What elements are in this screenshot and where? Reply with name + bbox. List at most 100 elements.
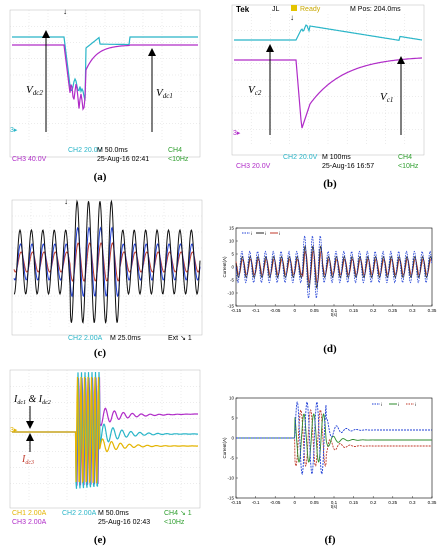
y-tick-label: 5 [231,416,234,421]
x-tick-label: 0.05 [310,500,319,505]
trace-ch2-b [234,24,423,41]
grid-a [10,10,200,140]
tek-logo-b: Tek [236,5,250,14]
marker-3-a: 3▸ [10,127,18,134]
trigger-icon-b: JL [272,6,280,13]
label-vc2: Vc2 [248,84,262,97]
series-green-f [236,413,432,463]
ticks-f: -0.15 -0.1 -0.05 0 0.05 0.1 0.15 0.2 0.25 0.3 0.35… [227,396,436,505]
x-tick-label: 0 [294,308,297,313]
ch2-setting-b: CH2 20.0V [283,154,318,161]
ylabel-f: Current(A) [222,437,227,459]
x-tick-label: 0.15 [349,500,358,505]
y-tick-label: 15 [229,226,235,231]
trace-ch3-a [12,44,198,111]
x-tick-label: 0.3 [409,500,416,505]
trace-black-c [13,199,201,324]
x-tick-label: 0.2 [370,308,377,313]
ch3-setting-a: CH3 40.0V [12,156,47,163]
arrow-head-vc1 [397,56,405,64]
x-tick-label: -0.05 [270,308,281,313]
y-tick-label: 0 [231,265,234,270]
mpos-b: M Pos: 204.0ms [350,6,401,13]
legend-label-1-f: i [381,402,382,407]
grid-b [232,14,424,146]
x-tick-label: 0.35 [428,500,437,505]
legend-d: i i i [242,231,280,236]
arrow-head-idc12 [26,421,34,429]
x-tick-label: 0.25 [388,500,397,505]
label-vdc2: Vdc2 [26,84,43,97]
timebase-e: M 50.0ms [98,510,129,517]
y-tick-label: 10 [229,396,235,401]
y-tick-label: 5 [231,252,234,257]
legend-label-2-f: i [398,402,399,407]
y-tick-label: -5 [230,278,234,283]
plot-area-f [235,397,433,499]
date-a: 25-Aug-16 02:41 [97,156,149,163]
trace-ch3-b [234,57,422,129]
x-tick-label: 0.3 [409,308,416,313]
ch4-filter-e: <10Hz [164,519,185,526]
caption-a: (a) [94,171,107,183]
label-idc1-idc2: Idc1 & Idc2 [13,394,51,406]
trigger-marker-a: ↓ [63,7,67,16]
y-tick-label: 0 [231,436,234,441]
timebase-c: M 25.0ms [110,335,141,342]
trigger-marker-c: ↓ [64,197,68,206]
y-tick-label: 10 [229,239,235,244]
caption-e: (e) [94,534,107,546]
x-tick-label: -0.05 [270,500,281,505]
ch1-setting-e: CH1 2.00A [12,510,47,517]
trace-ch1-e [12,376,198,484]
y-tick-label: -15 [227,304,234,309]
arrow-head-vc2 [266,44,274,52]
ch3-setting-e: CH3 2.00A [12,519,47,526]
ch4-setting-e: CH4 ↘ 1 [164,510,192,517]
ext-setting-c: Ext ↘ 1 [168,335,192,342]
arrow-head-vdc2 [42,30,50,38]
y-tick-label: -15 [227,496,234,501]
ready-icon [291,5,297,11]
panel-b: Tek JL Ready M Pos: 204.0ms ↓ Vc2 Vc1 3▸… [231,4,425,190]
ch3-setting-b: CH3 20.0V [236,163,271,170]
ch4-filter-b: <10Hz [398,163,419,170]
x-tick-label: -0.1 [252,308,260,313]
y-tick-label: -10 [227,476,234,481]
legend-f: i i i [372,402,416,407]
x-tick-label: -0.15 [231,500,242,505]
x-tick-label: -0.1 [252,500,260,505]
xlabel-f: t(s) [331,504,338,509]
ch4-setting-b: CH4 [398,154,412,161]
grid-e [10,370,200,500]
y-tick-label: -10 [227,291,234,296]
scope-screen-a [9,9,201,158]
ch4-filter-a: <10Hz [168,156,189,163]
caption-f: (f) [325,534,336,546]
trigger-marker-b: ↓ [290,13,294,22]
ch4-setting-a: CH4 [168,147,182,154]
x-tick-label: 0.2 [370,500,377,505]
panel-e: Idc1 & Idc2 Idc3 3▸ CH1 2.00A CH2 2.00A … [9,369,201,546]
date-b: 25-Aug-16 16:57 [322,163,374,170]
x-tick-label: 0 [294,500,297,505]
caption-b: (b) [323,178,337,190]
series-blue-f [236,400,432,476]
x-tick-label: -0.15 [231,308,242,313]
marker-3-e: 3▸ [10,427,18,434]
legend-label-2-d: i [265,231,266,236]
label-vc1: Vc1 [380,91,393,104]
caption-d: (d) [323,343,337,355]
ch2-setting-c: CH2 2.00A [68,335,103,342]
x-tick-label: 0.15 [349,308,358,313]
legend-label-3-f: i [415,402,416,407]
x-tick-label: 0.1 [331,500,338,505]
x-tick-label: 0.25 [388,308,397,313]
y-tick-label: -5 [230,456,234,461]
label-idc3: Idc3 [21,454,34,466]
marker-3-b: 3▸ [233,130,241,137]
timebase-a: M 50.0ms [97,147,128,154]
caption-c: (c) [94,347,107,359]
panel-c: ↓ CH2 2.00A M 25.0ms Ext ↘ 1 (c) [11,197,203,359]
